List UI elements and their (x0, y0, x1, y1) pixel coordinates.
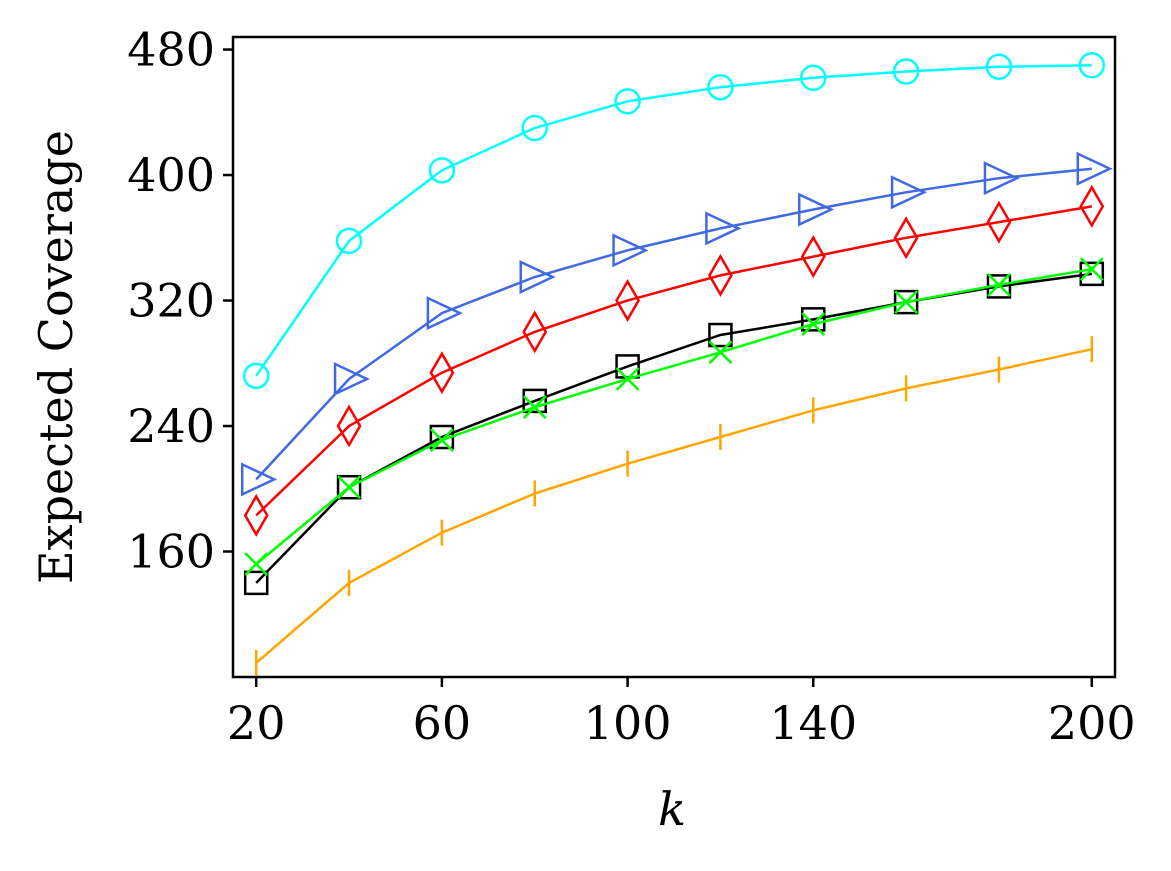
series-line-blue-triangle (255, 167, 1092, 481)
data-point-cyan-circle (614, 88, 641, 115)
x-tick-label: 200 (1048, 696, 1136, 750)
data-point-red-diamond (1079, 184, 1105, 228)
y-axis-label: Expected Coverage (29, 130, 83, 584)
series-orange-vline (254, 336, 1094, 676)
x-tick-label: 20 (227, 696, 286, 750)
data-point-blue-triangle (426, 296, 463, 331)
series-layer (240, 51, 1113, 676)
y-axis: 160 240 320 400 480 (127, 23, 233, 579)
data-point-black-square (336, 474, 362, 500)
data-point-cyan-circle (521, 114, 548, 142)
data-point-green-x (708, 340, 733, 365)
y-tick-label: 240 (127, 399, 215, 453)
data-point-red-diamond (893, 216, 919, 260)
y-tick-label: 400 (127, 148, 215, 202)
data-point-black-square (1079, 261, 1105, 287)
x-tick-label: 60 (413, 696, 472, 750)
series-line-cyan-circle (255, 63, 1092, 377)
series-line-black-square (255, 272, 1092, 584)
x-axis: 20 60 100 140 200 (227, 677, 1136, 750)
data-point-green-x (987, 272, 1011, 297)
data-point-red-diamond (986, 200, 1012, 244)
data-point-green-x (522, 395, 547, 420)
data-point-cyan-circle (428, 157, 456, 184)
data-point-red-diamond (336, 404, 362, 448)
series-green-x (244, 257, 1104, 576)
y-tick-label: 160 (127, 525, 215, 579)
data-point-cyan-circle (707, 73, 734, 101)
data-point-black-square (522, 388, 547, 414)
data-point-blue-triangle (983, 161, 1020, 196)
data-point-red-diamond (615, 279, 641, 323)
data-point-black-square (708, 322, 733, 348)
data-point-blue-triangle (1076, 151, 1113, 186)
data-point-cyan-circle (985, 53, 1013, 81)
data-point-cyan-circle (1078, 51, 1106, 79)
data-point-blue-triangle (333, 361, 370, 396)
data-point-blue-triangle (612, 233, 649, 268)
series-black-square (243, 261, 1105, 596)
data-point-black-square (243, 570, 269, 596)
y-tick-label: 480 (127, 23, 215, 77)
data-point-green-x (430, 428, 454, 453)
data-point-black-square (801, 307, 826, 332)
series-line-orange-vline (255, 347, 1093, 664)
x-tick-label: 100 (584, 696, 672, 750)
data-point-green-x (244, 552, 269, 576)
plot-frame (231, 35, 1117, 679)
data-point-red-diamond (707, 253, 733, 297)
data-point-green-x (894, 290, 918, 314)
data-point-red-diamond (800, 235, 826, 279)
series-line-red-diamond (255, 205, 1093, 517)
data-point-cyan-circle (892, 58, 920, 85)
data-point-red-diamond (429, 351, 455, 395)
data-point-red-diamond (243, 493, 269, 537)
series-blue-triangle (240, 151, 1113, 497)
data-point-blue-triangle (519, 260, 556, 294)
y-tick-label: 320 (127, 274, 215, 328)
data-point-red-diamond (522, 310, 548, 354)
x-tick-label: 140 (769, 696, 857, 750)
data-point-blue-triangle (890, 175, 928, 210)
data-point-blue-triangle (240, 462, 278, 497)
data-point-cyan-circle (335, 227, 363, 255)
data-point-black-square (893, 289, 919, 315)
data-point-blue-triangle (798, 192, 835, 227)
data-point-cyan-circle (800, 64, 827, 92)
data-point-green-x (1079, 257, 1104, 282)
x-axis-label: k (658, 782, 686, 836)
data-point-green-x (615, 367, 640, 391)
series-cyan-circle (242, 51, 1106, 390)
series-line-green-x (255, 267, 1093, 566)
series-red-diamond (243, 184, 1105, 537)
data-point-blue-triangle (705, 211, 742, 246)
data-point-cyan-circle (242, 362, 270, 390)
data-point-green-x (801, 312, 826, 336)
data-point-green-x (337, 475, 361, 500)
